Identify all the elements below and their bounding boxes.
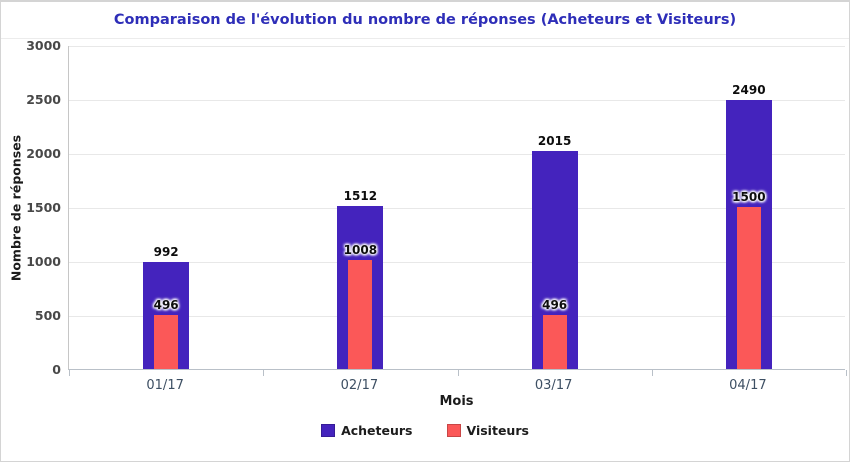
x-tick-mark bbox=[263, 370, 264, 376]
x-tick-label-03/17: 03/17 bbox=[534, 378, 573, 393]
gridline-y2500 bbox=[69, 100, 845, 101]
value-label-acheteurs-03/17: 2015 bbox=[537, 134, 572, 148]
value-label-acheteurs-04/17: 2490 bbox=[732, 83, 766, 97]
value-label-visiteurs-02/17: 1008 bbox=[343, 243, 378, 257]
y-tick-label-500: 500 bbox=[34, 308, 61, 323]
gridline-y500 bbox=[69, 316, 845, 317]
x-tick-label-01/17: 01/17 bbox=[146, 378, 184, 393]
legend-label-acheteurs: Acheteurs bbox=[341, 423, 413, 438]
legend-item-visiteurs[interactable]: Visiteurs bbox=[446, 423, 529, 438]
chart-title-bar: Comparaison de l'évolution du nombre de … bbox=[1, 2, 849, 39]
legend-swatch-visiteurs bbox=[446, 424, 461, 437]
value-label-acheteurs-02/17: 1512 bbox=[343, 189, 378, 203]
value-label-visiteurs-03/17: 496 bbox=[542, 298, 568, 312]
chart-title: Comparaison de l'évolution du nombre de … bbox=[113, 12, 737, 28]
gridline-y1000 bbox=[69, 262, 845, 263]
value-label-acheteurs-01/17: 992 bbox=[153, 245, 179, 259]
x-tick-mark bbox=[846, 370, 847, 376]
plot-area: 992 496 1512 1008 2015 496 2490 1500 bbox=[68, 46, 847, 376]
value-label-visiteurs-04/17: 1500 bbox=[732, 190, 766, 204]
y-tick-label-1500: 1500 bbox=[26, 200, 61, 215]
x-tick-mark bbox=[652, 370, 653, 376]
y-tick-label-2000: 2000 bbox=[26, 146, 61, 161]
bar-visiteurs-03/17[interactable] bbox=[543, 315, 567, 369]
bar-visiteurs-04/17[interactable] bbox=[737, 207, 761, 369]
x-tick-label-02/17: 02/17 bbox=[340, 378, 379, 393]
legend-swatch-acheteurs bbox=[321, 424, 336, 437]
gridline-y2000 bbox=[69, 154, 845, 155]
legend-label-visiteurs: Visiteurs bbox=[466, 423, 529, 438]
y-tick-label-3000: 3000 bbox=[26, 38, 61, 53]
x-axis-title: Mois bbox=[439, 394, 474, 409]
x-tick-mark bbox=[69, 370, 70, 376]
x-tick-mark bbox=[458, 370, 459, 376]
legend: Acheteurs Visiteurs bbox=[1, 423, 849, 438]
y-tick-label-0: 0 bbox=[52, 362, 61, 377]
bar-visiteurs-01/17[interactable] bbox=[154, 315, 178, 369]
gridline-y3000 bbox=[69, 46, 845, 47]
gridline-y1500 bbox=[69, 208, 845, 209]
value-label-visiteurs-01/17: 496 bbox=[153, 298, 179, 312]
legend-item-acheteurs[interactable]: Acheteurs bbox=[321, 423, 413, 438]
bar-visiteurs-02/17[interactable] bbox=[348, 260, 372, 369]
x-tick-label-04/17: 04/17 bbox=[729, 378, 767, 393]
y-tick-label-2500: 2500 bbox=[26, 92, 61, 107]
y-tick-label-1000: 1000 bbox=[26, 254, 61, 269]
